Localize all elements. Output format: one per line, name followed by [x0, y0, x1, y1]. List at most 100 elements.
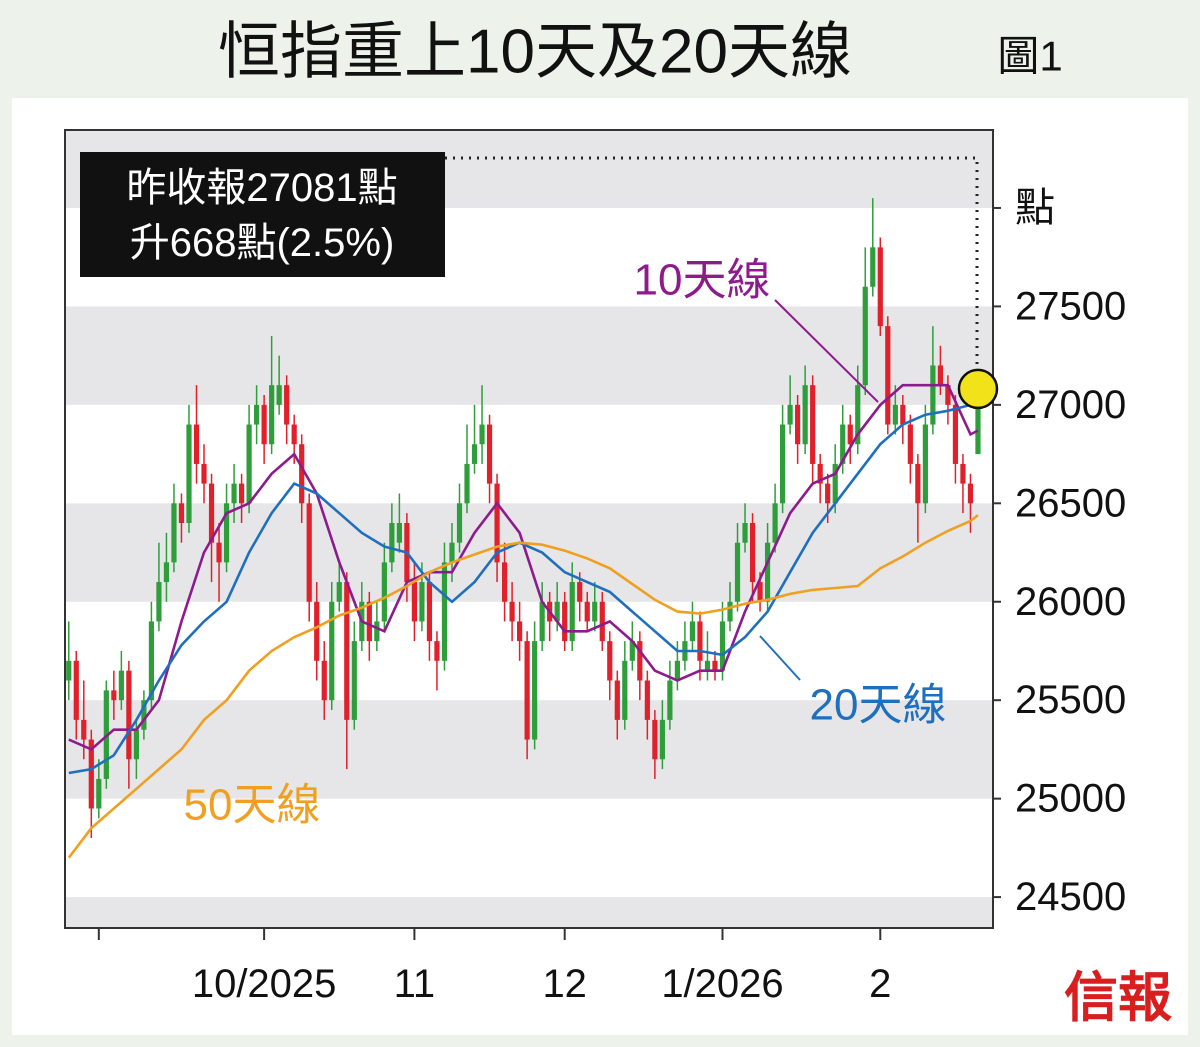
candle-body	[291, 424, 297, 445]
candle-body	[562, 601, 568, 642]
candle-body	[449, 542, 455, 563]
candle-body	[111, 690, 117, 701]
candle-body	[900, 404, 906, 425]
candle-body	[486, 424, 493, 484]
candle-body	[419, 582, 425, 622]
candle-body	[967, 483, 974, 504]
candle-body	[795, 404, 801, 445]
candle-body	[284, 385, 290, 425]
candle-body	[652, 719, 658, 760]
candle-body	[389, 522, 395, 563]
candle-body	[133, 729, 139, 760]
candle-body	[524, 641, 530, 740]
chart-title: 恒指重上10天及20天線	[218, 18, 852, 87]
candle-body	[336, 582, 342, 602]
ma-line	[68, 403, 978, 775]
candle-body	[817, 463, 823, 484]
candle-body	[517, 621, 523, 642]
candle-body	[96, 778, 102, 809]
candle-body	[216, 542, 222, 563]
dotted-leader	[445, 156, 979, 370]
plot-frame	[64, 129, 994, 929]
y-tick-label: 點	[1015, 186, 1055, 230]
candle-body	[532, 641, 538, 740]
candle-body	[246, 424, 252, 504]
x-tick-label: 12	[542, 962, 587, 1006]
y-tick-label: 25500	[1015, 678, 1126, 722]
candle-body	[148, 621, 155, 701]
candle-body	[810, 385, 816, 464]
candle-body	[73, 660, 79, 720]
leader-line	[759, 635, 801, 681]
y-tick-label: 25000	[1015, 777, 1126, 821]
candle-body	[314, 601, 320, 661]
candle-body	[261, 404, 267, 445]
candle-body	[847, 424, 853, 445]
candle-body	[832, 463, 838, 504]
x-tick-label: 1/2026	[661, 962, 783, 1006]
candle-body	[937, 365, 944, 386]
plot-area	[64, 129, 994, 929]
candle-body	[178, 503, 185, 523]
candle-body	[374, 621, 380, 642]
y-tick-label: 24500	[1015, 875, 1126, 919]
candle-body	[787, 404, 793, 425]
grid-band	[65, 897, 993, 928]
series-label: 10天線	[634, 256, 771, 305]
candle-body	[667, 680, 673, 720]
candle-body	[351, 641, 357, 720]
y-tick-label: 26000	[1015, 580, 1126, 624]
candle-body	[870, 247, 876, 287]
candle-body	[238, 483, 245, 504]
candle-body	[456, 503, 463, 543]
candle-body	[569, 582, 575, 642]
candle-body	[193, 424, 200, 464]
note-line: 升668點(2.5%)	[130, 221, 395, 265]
note-box	[80, 152, 445, 277]
candle-body	[156, 582, 162, 622]
candle-body	[915, 463, 921, 504]
candle-body	[81, 719, 87, 740]
candle-body	[141, 700, 147, 730]
candle-body	[186, 424, 192, 523]
candle-body	[254, 404, 260, 425]
candle-body	[975, 388, 981, 455]
ma-line	[68, 383, 979, 751]
candle-body	[607, 641, 613, 681]
candle-body	[825, 483, 831, 504]
candle-body	[66, 660, 72, 681]
candle-body	[727, 601, 733, 622]
y-tick-label: 26500	[1015, 481, 1126, 525]
candle-body	[637, 641, 643, 681]
figure-label: 圖1	[997, 33, 1062, 80]
x-tick-label: 10/2025	[192, 962, 337, 1006]
candle-body	[945, 385, 951, 405]
candle-body	[877, 247, 883, 327]
y-tick-label: 27500	[1015, 284, 1126, 328]
ma-line	[67, 514, 979, 859]
candle-body	[644, 680, 650, 720]
grid-band	[65, 306, 993, 405]
candle-body	[922, 424, 928, 504]
candle-body	[299, 444, 305, 504]
x-tick-label: 11	[394, 962, 436, 1006]
candle-body	[269, 385, 275, 445]
candle-body	[862, 286, 868, 386]
candle-body	[697, 621, 703, 661]
candle-body	[599, 601, 605, 642]
source-logo: 信報	[1064, 968, 1172, 1028]
y-tick-label: 27000	[1015, 383, 1126, 427]
candle-body	[892, 404, 898, 425]
candle-body	[742, 522, 748, 543]
leader-line	[774, 299, 879, 403]
candle-body	[306, 503, 312, 602]
candle-body	[479, 424, 485, 445]
candle-body	[441, 562, 448, 661]
candle-body	[231, 483, 237, 504]
candle-body	[704, 660, 711, 671]
candle-body	[471, 444, 478, 464]
candle-body	[126, 670, 132, 760]
candle-body	[344, 582, 350, 720]
candle-body	[171, 503, 177, 563]
